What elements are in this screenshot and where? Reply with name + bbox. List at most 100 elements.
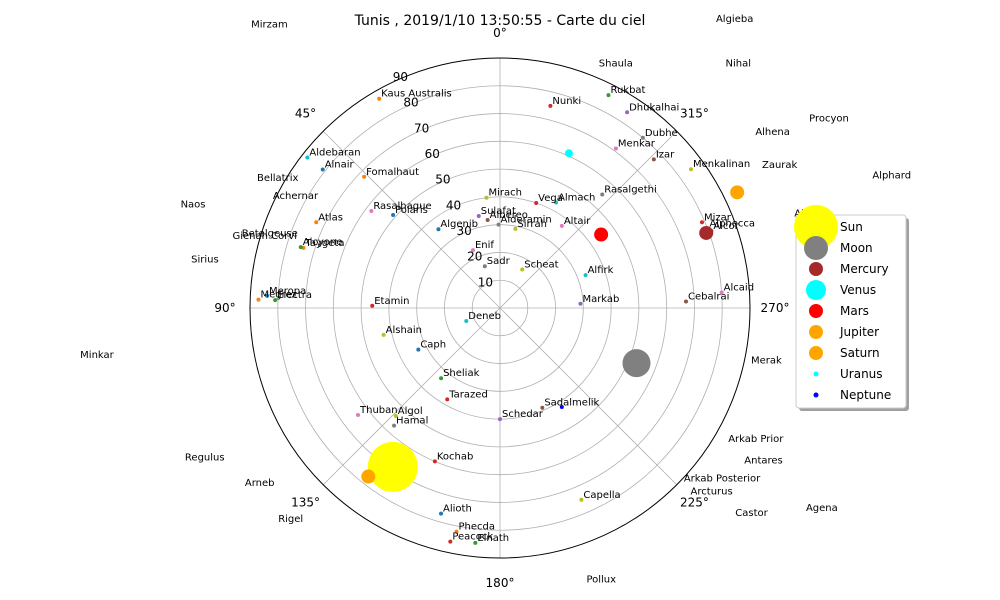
star-label-regulus: Regulus <box>185 453 225 464</box>
star-label-gienah-corvi: Gienah Corvi <box>232 231 297 242</box>
star-label-enif: Enif <box>475 240 494 251</box>
star-marker-caph <box>416 347 421 352</box>
star-marker-hamal <box>392 423 397 428</box>
star-label-achernar: Achernar <box>273 191 319 202</box>
legend-label-moon: Moon <box>840 241 873 255</box>
star-label-taygeta: Taygeta <box>304 238 344 249</box>
star-label-aldebaran: Aldebaran <box>309 148 360 159</box>
polar-grid: 10 20 30 40 50 60 70 80 90 0° 45° 90° 135° 180° 225° 27… <box>214 26 789 590</box>
star-label-alshain: Alshain <box>386 325 422 336</box>
star-label-menkar: Menkar <box>618 138 656 149</box>
star-marker-markab <box>578 301 583 306</box>
star-marker-kochab <box>432 459 437 464</box>
star-marker-rasalhague <box>369 209 374 214</box>
star-marker-algol <box>393 413 398 418</box>
star-label-kaus-australis: Kaus Australis <box>381 89 452 100</box>
star-label-megrez: Megrez <box>260 290 296 301</box>
star-label-alphecca: Alphecca <box>709 218 755 229</box>
star-label-sirrah: Sirrah <box>517 219 547 230</box>
star-marker-rasalgethi <box>600 192 605 197</box>
star-label-elnath: Elnath <box>477 533 509 544</box>
star-marker-dubhe <box>640 135 645 140</box>
radial-tick-label: 30 <box>456 224 471 238</box>
star-marker-menkar <box>613 146 618 151</box>
star-label-alfirk: Alfirk <box>588 265 614 276</box>
star-marker-almach <box>554 200 559 205</box>
star-marker-alcaid <box>719 290 724 295</box>
legend-frame <box>795 214 907 409</box>
star-label-nihal: Nihal <box>726 58 752 69</box>
star-label-alcaid: Alcaid <box>724 282 754 293</box>
angle-tick-label: 315° <box>680 107 709 121</box>
star-marker-phecda <box>454 529 459 534</box>
radial-tick-label: 90 <box>393 70 408 84</box>
star-label-sheliak: Sheliak <box>443 368 480 379</box>
star-marker-alnair <box>320 167 325 172</box>
star-marker-sheliak <box>439 376 444 381</box>
angle-tick-label: 270° <box>761 301 790 315</box>
star-marker-altair <box>559 223 564 228</box>
star-marker-menkalinan <box>689 167 694 172</box>
star-label-alhena: Alhena <box>755 127 790 138</box>
star-label-phecda: Phecda <box>459 522 496 533</box>
star-marker-alioth <box>439 511 444 516</box>
legend-label-venus: Venus <box>840 283 876 297</box>
angular-grid-line <box>322 130 501 309</box>
star-marker-mizar <box>699 220 704 225</box>
star-label-dhukalhai: Dhukalhai <box>629 102 679 113</box>
radial-tick-label: 70 <box>414 121 429 135</box>
star-marker-peacock <box>448 539 453 544</box>
legend-label-jupiter: Jupiter <box>839 325 879 339</box>
star-label-minkar: Minkar <box>80 350 114 361</box>
star-label-alnair: Alnair <box>325 159 355 170</box>
star-marker-megrez <box>256 297 261 302</box>
star-marker-schedar <box>498 417 502 422</box>
star-label-vega: Vega <box>538 193 563 204</box>
legend-label-sun: Sun <box>840 220 863 234</box>
star-label-alcor: Alcor <box>713 221 739 232</box>
legend-label-neptune: Neptune <box>840 388 891 402</box>
body-marker-saturn <box>361 469 376 484</box>
star-label-sadalmelik: Sadalmelik <box>544 398 599 409</box>
legend: Sun Moon Mercury Venus Mars Jupiter Saturn Uran… <box>794 205 909 411</box>
star-marker-sadr <box>482 264 487 269</box>
star-marker-atlas <box>314 220 319 225</box>
star-label-bellatrix: Bellatrix <box>257 173 299 184</box>
star-marker-alshain <box>381 332 386 337</box>
planet-layer <box>361 149 745 492</box>
legend-label-mercury: Mercury <box>840 262 889 276</box>
star-marker-meropa <box>264 293 269 298</box>
star-marker-albereo <box>485 217 490 222</box>
body-marker-mars <box>594 227 609 242</box>
star-label-sulafat: Sulafat <box>481 206 516 217</box>
star-label-capella: Capella <box>583 490 620 501</box>
star-label-arkab-prior: Arkab Prior <box>728 434 784 445</box>
star-label-merak: Merak <box>751 355 782 366</box>
star-label-alphard: Alphard <box>872 170 911 181</box>
legend-marker-moon <box>804 236 828 260</box>
star-label-betelgeuse: Betelgeuse <box>242 228 298 239</box>
star-label-dubhe: Dubhe <box>645 128 678 139</box>
star-marker-alcyone <box>298 245 303 250</box>
radial-tick-label: 80 <box>403 96 418 110</box>
star-label-caph: Caph <box>420 340 446 351</box>
star-label-rasalgethi: Rasalgethi <box>604 184 657 195</box>
star-label-agena: Agena <box>806 503 838 514</box>
legend-marker-sun <box>794 205 838 249</box>
star-marker-capella <box>579 497 584 502</box>
angle-tick-label: 135° <box>291 495 320 509</box>
star-label-cebalrai: Cebalrai <box>688 292 729 303</box>
star-label-scheat: Scheat <box>524 260 558 271</box>
star-marker-sulafat <box>476 213 481 218</box>
legend-marker-jupiter <box>809 325 823 339</box>
star-label-sirius: Sirius <box>191 254 219 265</box>
legend-label-saturn: Saturn <box>840 346 880 360</box>
star-marker-sirrah <box>513 226 518 231</box>
star-marker-alderamin <box>496 222 501 227</box>
radial-tick-label: 10 <box>478 275 493 289</box>
legend-marker-saturn <box>809 346 823 360</box>
star-label-peacock: Peacock <box>452 532 493 543</box>
radial-tick-label: 60 <box>425 147 440 161</box>
star-marker-rukbat <box>606 93 611 98</box>
